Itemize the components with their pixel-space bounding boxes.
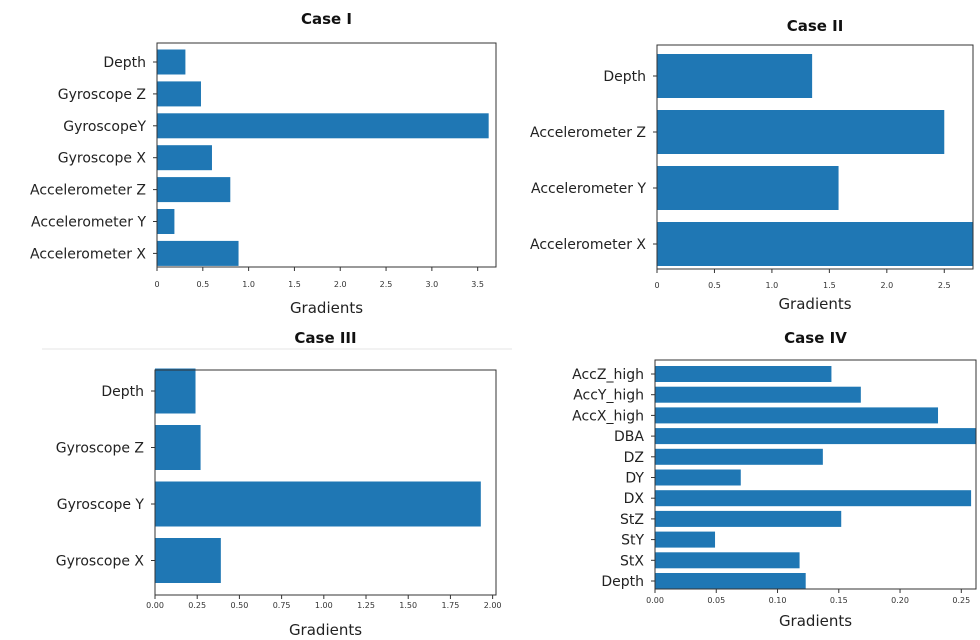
chart-2-xtick-label-4: 1.5 xyxy=(823,281,836,290)
chart-3-bar-1 xyxy=(155,368,196,414)
chart-4-category-label-2: AccY_high xyxy=(573,388,644,404)
chart-4-xtick-label-1: 0.00 xyxy=(646,596,664,605)
chart-3-xtick-label-6: 1.25 xyxy=(357,601,375,610)
chart-3-xtick-label-5: 1.00 xyxy=(315,601,333,610)
chart-1-xtick-label-2: 0.5 xyxy=(196,280,209,289)
chart-1-title: Case I xyxy=(301,10,352,28)
chart-3-frame xyxy=(154,369,497,596)
chart-4-category-label-7: DX xyxy=(624,491,645,507)
chart-2-xtick-label-2: 0.5 xyxy=(708,281,721,290)
chart-4-bar-5 xyxy=(655,448,823,465)
chart-1-bar-4 xyxy=(157,145,212,171)
chart-2-bar-2 xyxy=(657,110,945,154)
chart-3-category-label-2: Gyroscope Z xyxy=(56,441,144,457)
chart-2-frame xyxy=(656,44,974,270)
chart-1-category-label-3: GyroscopeY xyxy=(63,119,146,135)
chart-4-category-label-9: StY xyxy=(621,533,644,549)
chart-3-title: Case III xyxy=(294,329,356,347)
chart-4-xtick-label-3: 0.10 xyxy=(769,596,787,605)
chart-4-category-label-1: AccZ_high xyxy=(572,367,644,383)
chart-3-xtick-label-9: 2.00 xyxy=(484,601,502,610)
chart-3-bar-2 xyxy=(155,425,201,470)
chart-4-bar-9 xyxy=(655,531,716,548)
chart-3-category-label-1: Depth xyxy=(101,384,144,400)
chart-2-bar-1 xyxy=(657,54,813,98)
chart-1-bar-6 xyxy=(157,209,175,234)
chart-2-category-label-3: Accelerometer Y xyxy=(531,181,646,197)
chart-4-title: Case IV xyxy=(784,329,847,347)
chart-1-bar-5 xyxy=(157,177,231,203)
chart-4-bar-1 xyxy=(655,366,832,382)
chart-3-xtick-label-2: 0.25 xyxy=(188,601,206,610)
chart-4-category-label-11: Depth xyxy=(601,574,644,590)
chart-1-category-label-1: Depth xyxy=(103,55,146,71)
chart-2-category-label-4: Accelerometer X xyxy=(530,237,646,253)
chart-1-x-axis-label: Gradients xyxy=(290,299,363,317)
chart-1-xtick-label-3: 1.0 xyxy=(242,280,255,289)
chart-4-category-label-3: AccX_high xyxy=(572,408,644,424)
chart-1-bar-7 xyxy=(157,240,239,266)
chart-1-xtick-label-8: 3.5 xyxy=(471,280,484,289)
chart-4-category-label-4: DBA xyxy=(614,429,644,445)
chart-1-xtick-label-7: 3.0 xyxy=(425,280,438,289)
chart-2-category-label-1: Depth xyxy=(603,69,646,85)
chart-4-bar-8 xyxy=(655,510,842,527)
chart-1-frame xyxy=(156,42,497,268)
chart-4-xtick-label-2: 0.05 xyxy=(707,596,725,605)
chart-1-xtick-label-4: 1.5 xyxy=(288,280,301,289)
chart-1-bar-2 xyxy=(157,81,201,107)
chart-2-bar-4 xyxy=(657,222,973,266)
chart-4-bar-6 xyxy=(655,469,741,486)
chart-4-category-label-6: DY xyxy=(625,471,644,487)
chart-4-xtick-label-5: 0.20 xyxy=(891,596,909,605)
chart-1-category-label-7: Accelerometer X xyxy=(30,246,146,262)
chart-4-xtick-label-4: 0.15 xyxy=(830,596,848,605)
chart-1-bar-1 xyxy=(157,49,186,75)
chart-1-category-label-4: Gyroscope X xyxy=(58,151,147,167)
chart-2-title: Case II xyxy=(787,17,844,35)
chart-4-category-label-8: StZ xyxy=(620,512,644,528)
chart-2-xtick-label-1: 0 xyxy=(654,281,659,290)
chart-3-xtick-label-7: 1.50 xyxy=(399,601,417,610)
chart-4-bar-10 xyxy=(655,552,800,569)
chart-4-bar-4 xyxy=(655,428,976,445)
chart-4-bar-3 xyxy=(655,407,939,424)
chart-3-category-label-3: Gyroscope Y xyxy=(57,497,145,513)
chart-3-bar-4 xyxy=(155,538,221,583)
chart-4-bar-2 xyxy=(655,386,861,403)
chart-2-x-axis-label: Gradients xyxy=(778,295,851,313)
chart-2-xtick-label-3: 1.0 xyxy=(766,281,779,290)
chart-4-bar-11 xyxy=(655,573,806,589)
chart-4-xtick-label-6: 0.25 xyxy=(952,596,970,605)
chart-1-category-label-2: Gyroscope Z xyxy=(58,87,146,103)
chart-4-bar-7 xyxy=(655,490,972,507)
chart-2-xtick-label-5: 2.0 xyxy=(880,281,893,290)
chart-2-category-label-2: Accelerometer Z xyxy=(530,125,646,141)
chart-4-category-label-5: DZ xyxy=(624,450,644,466)
chart-2-xtick-label-6: 2.5 xyxy=(938,281,951,290)
chart-3-xtick-label-8: 1.75 xyxy=(442,601,460,610)
chart-3-bar-3 xyxy=(155,481,481,527)
chart-4-category-label-10: StX xyxy=(620,553,644,569)
chart-1-xtick-label-5: 2.0 xyxy=(334,280,347,289)
chart-2-bar-3 xyxy=(657,166,839,210)
chart-3-category-label-4: Gyroscope X xyxy=(56,554,145,570)
chart-1-category-label-5: Accelerometer Z xyxy=(30,183,146,199)
chart-4-x-axis-label: Gradients xyxy=(779,612,852,630)
chart-1-category-label-6: Accelerometer Y xyxy=(31,215,146,231)
chart-4-frame xyxy=(654,359,977,590)
chart-3-xtick-label-4: 0.75 xyxy=(273,601,291,610)
chart-3-xtick-label-3: 0.50 xyxy=(230,601,248,610)
chart-3-xtick-label-1: 0.00 xyxy=(146,601,164,610)
chart-1-xtick-label-6: 2.5 xyxy=(380,280,393,289)
chart-3-x-axis-label: Gradients xyxy=(289,621,362,639)
chart-1-bar-3 xyxy=(157,113,489,139)
chart-1-xtick-label-1: 0 xyxy=(154,280,159,289)
